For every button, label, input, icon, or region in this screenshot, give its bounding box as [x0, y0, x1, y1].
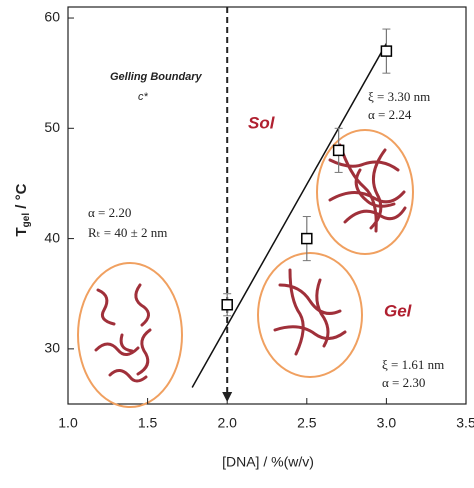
- annotation: ξ = 3.30 nm: [368, 89, 430, 104]
- x-tick-label: 1.0: [58, 415, 78, 431]
- annotation: Gel: [384, 301, 413, 320]
- boundary-arrow: [222, 392, 233, 402]
- annotation: ξ = 1.61 nm: [382, 357, 444, 372]
- y-label-sub: gel: [21, 213, 32, 228]
- chain: [343, 206, 407, 224]
- sol-circle: [316, 129, 414, 255]
- annotation: Gelling Boundary: [110, 71, 203, 83]
- chains: [94, 143, 407, 383]
- chain: [136, 328, 152, 376]
- chain: [273, 325, 347, 340]
- annotation: Rₜ = 40 ± 2 nm: [88, 225, 167, 240]
- x-tick-label: 3.0: [377, 415, 397, 431]
- chain: [119, 333, 134, 353]
- annotation: Sol: [248, 113, 276, 132]
- chain: [354, 168, 396, 208]
- fit-line: [191, 43, 388, 388]
- chain: [134, 283, 150, 327]
- point: [332, 144, 345, 157]
- x-axis-label: [DNA] / %(w/v): [222, 454, 314, 470]
- gel-circle: [257, 252, 363, 378]
- y-axis-label: Tgel / °C: [13, 183, 32, 236]
- chain: [94, 342, 140, 356]
- chain: [369, 148, 387, 230]
- chain: [315, 278, 330, 348]
- y-label-unit: / °C: [13, 183, 30, 213]
- chain: [96, 288, 116, 326]
- y-tick-label: 60: [44, 9, 60, 25]
- dilute-circle: [77, 262, 183, 408]
- annotation: c*: [138, 91, 149, 103]
- y-tick-label: 50: [44, 119, 60, 135]
- x-tick-label: 3.5: [456, 415, 474, 431]
- y-tick-label: 30: [44, 340, 60, 356]
- chain: [288, 268, 305, 356]
- annotation: α = 2.20: [88, 205, 131, 220]
- point: [221, 299, 233, 311]
- annotation: α = 2.24: [368, 107, 412, 122]
- point: [380, 45, 393, 57]
- illustrations: [77, 129, 414, 408]
- x-tick-label: 2.5: [297, 415, 317, 431]
- y-label-main: T: [13, 227, 30, 236]
- annotation: α = 2.30: [382, 375, 425, 390]
- chain: [328, 158, 400, 172]
- x-tick-label: 2.0: [217, 415, 237, 431]
- plot-frame: [67, 6, 467, 405]
- chain: [278, 283, 342, 315]
- y-tick-label: 40: [44, 229, 60, 245]
- chain: [108, 369, 148, 383]
- x-tick-label: 1.5: [138, 415, 158, 431]
- chain: [328, 190, 406, 204]
- point: [301, 232, 313, 245]
